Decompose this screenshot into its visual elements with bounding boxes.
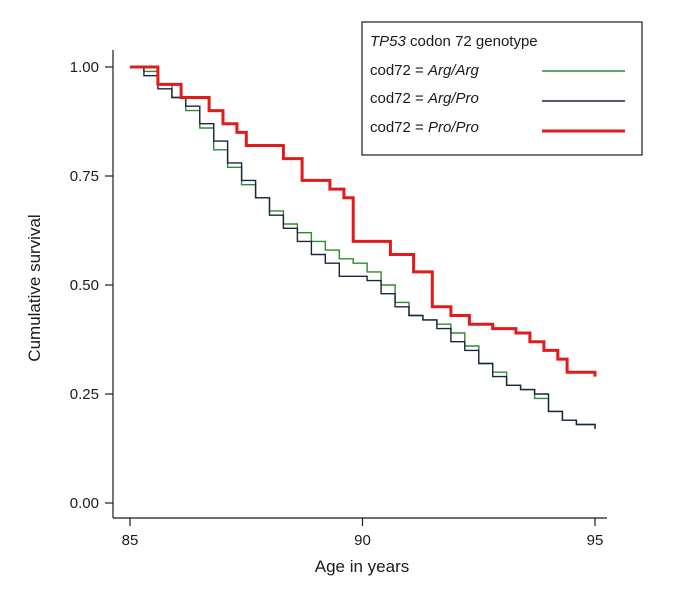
- x-tick-label: 90: [354, 532, 371, 549]
- series-pro-pro: [130, 65, 597, 377]
- legend-entry-0-genotype: Arg/Arg: [427, 62, 480, 79]
- legend-entry-1-genotype: Arg/Pro: [427, 90, 479, 107]
- legend-title-gene: TP53: [370, 33, 407, 50]
- legend-entry-1-prefix: cod72 =: [370, 90, 428, 107]
- x-tick-label: 95: [587, 532, 604, 549]
- x-axis-title: Age in years: [315, 557, 410, 576]
- legend: TP53 codon 72 genotype cod72 = Arg/Arg c…: [361, 21, 643, 156]
- legend-entry-0-prefix: cod72 =: [370, 62, 428, 79]
- x-tick-label: 85: [122, 532, 139, 549]
- y-tick-label: 1.00: [70, 59, 99, 76]
- legend-entry-1-label: cod72 = Arg/Pro: [370, 90, 479, 107]
- legend-entry-2-genotype: Pro/Pro: [428, 119, 479, 136]
- legend-title: TP53 codon 72 genotype: [370, 33, 538, 50]
- legend-box: [361, 21, 643, 156]
- legend-entry-2-prefix: cod72 =: [370, 119, 428, 136]
- y-tick-label: 0.75: [70, 168, 99, 185]
- legend-entry-0-label: cod72 = Arg/Arg: [370, 62, 479, 79]
- y-tick-label: 0.00: [70, 495, 99, 512]
- series-layer: [130, 65, 597, 429]
- y-axis-title: Cumulative survival: [25, 214, 44, 361]
- series-arg-pro: [130, 66, 596, 429]
- x-axis-ticks: 85 90 95: [122, 518, 604, 549]
- y-tick-label: 0.50: [70, 277, 99, 294]
- legend-entry-2-label: cod72 = Pro/Pro: [370, 119, 479, 136]
- legend-title-rest: codon 72 genotype: [406, 33, 538, 50]
- y-tick-label: 0.25: [70, 386, 99, 403]
- y-axis-ticks: 0.00 0.25 0.50 0.75 1.00: [70, 59, 113, 512]
